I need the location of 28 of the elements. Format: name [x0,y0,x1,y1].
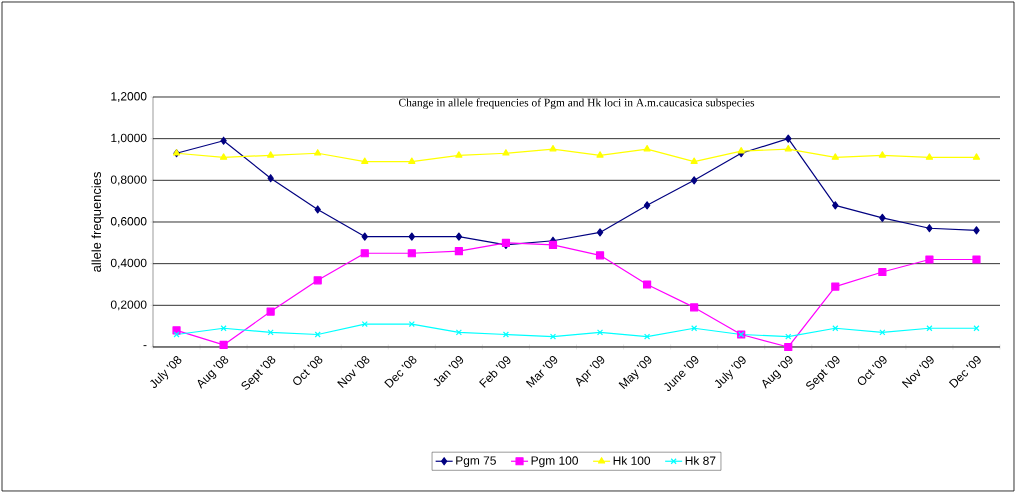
y-tick-label: 1,2000 [111,92,147,102]
x-tick-label: Nov '09 [901,356,934,389]
y-tick-label: - [143,345,147,347]
legend-label: Pgm 100 [531,456,579,468]
x-tick-label: Feb '09 [479,356,511,388]
y-tick-label: 0,2000 [110,300,147,311]
x-tick-label: Jan '09 [433,356,464,387]
x-tick-label: Dec '09 [948,356,981,389]
x-tick-label: Mar '09 [525,356,558,388]
x-tick-label: July '09 [714,356,746,388]
y-tick-label: 0,6000 [110,217,147,227]
y-tick-label: 0,8000 [110,175,147,186]
x-tick-label: Aug '09 [762,356,793,389]
x-tick-label: Oct '08 [293,355,323,386]
x-tick-label: Aug '08 [197,355,229,389]
legend-label: Hk 87 [685,456,716,465]
x-tick-label: Dec '08 [384,355,417,389]
y-tick-label: 0,4000 [110,258,147,269]
x-tick-label: July '08 [150,356,182,388]
y-tick-label: 1,0000 [111,133,147,144]
legend-label: Hk 100 [613,456,651,465]
y-axis-title: allele frequencies [91,172,104,272]
x-tick-label: Apr '09 [576,356,605,387]
chart-title: Change in allele frequencies of Pgm and Hk loci in A.m.caucasica subspecies [398,98,755,109]
x-tick-label: Oct '09 [857,356,887,386]
x-tick-label: May '09 [618,356,652,389]
legend-label: Pgm 75 [456,456,496,468]
x-tick-label: Nov '08 [337,355,370,389]
